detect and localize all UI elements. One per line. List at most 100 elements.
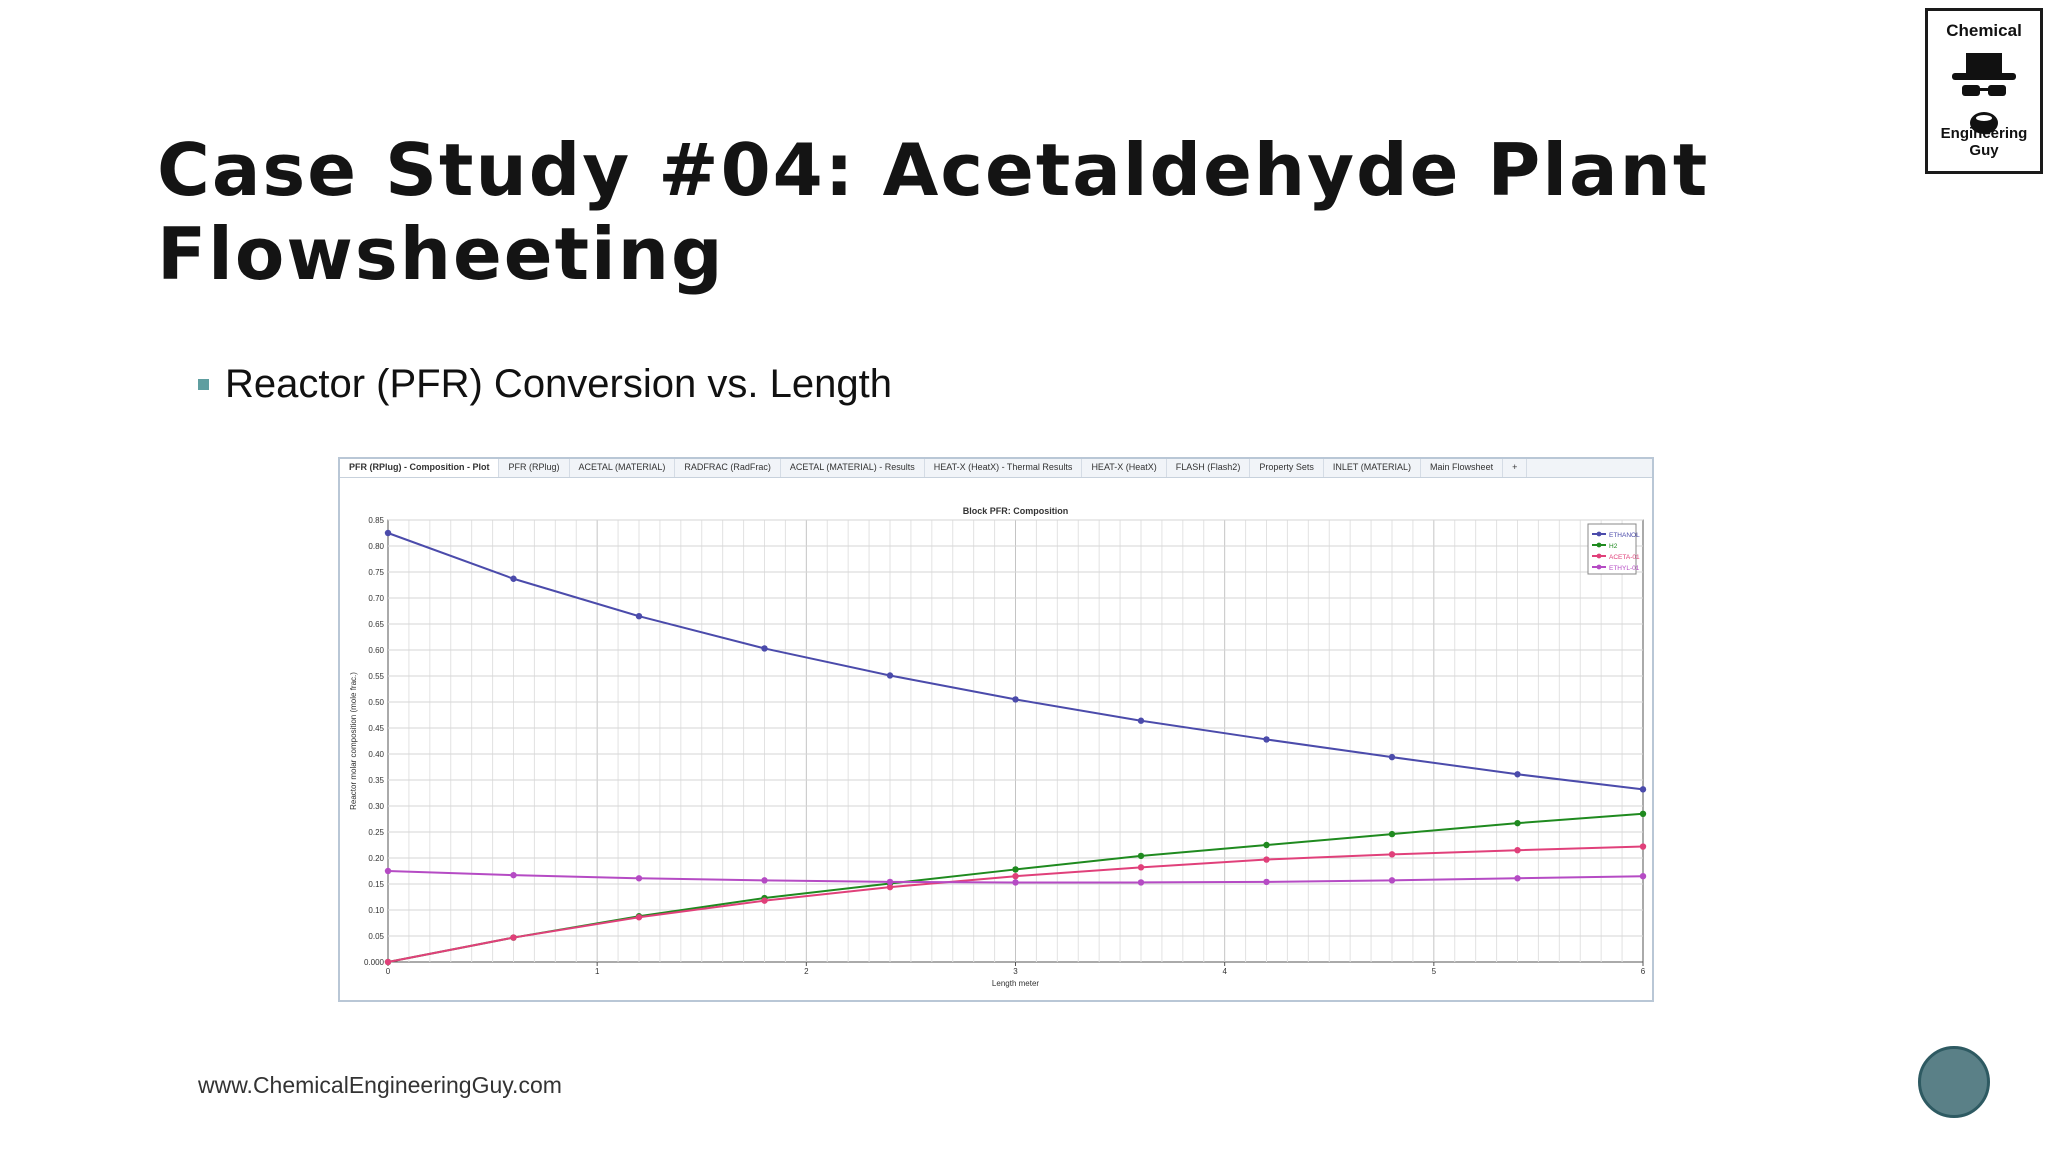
y-tick-label: 0.20 bbox=[368, 854, 384, 863]
logo-bottom-text: Engineering Guy bbox=[1940, 125, 2028, 159]
data-point bbox=[1639, 810, 1647, 817]
tab-pfr-composition-plot[interactable]: PFR (RPlug) - Composition - Plot bbox=[340, 459, 500, 477]
aspen-plot-screenshot: PFR (RPlug) - Composition - Plot PFR (RP… bbox=[338, 457, 1654, 1002]
y-tick-label: 0.25 bbox=[368, 828, 384, 837]
data-point bbox=[1263, 736, 1270, 743]
legend-marker bbox=[1596, 531, 1602, 537]
tab-pfr-rplug[interactable]: PFR (RPlug) bbox=[499, 459, 570, 477]
data-point bbox=[1639, 873, 1647, 880]
data-point bbox=[1388, 851, 1396, 858]
tab-bar: PFR (RPlug) - Composition - Plot PFR (RP… bbox=[340, 459, 1652, 478]
composition-plot: 0.000 0.05 0.10 0.15 0.20 0.25 0.30 0.35 0.40 0.4… bbox=[349, 506, 1647, 988]
y-tick-label: 0.60 bbox=[368, 646, 384, 655]
x-tick-label: 3 bbox=[1013, 967, 1018, 976]
x-tick-label: 6 bbox=[1641, 967, 1646, 976]
data-point bbox=[510, 934, 517, 941]
tab-acetal-results[interactable]: ACETAL (MATERIAL) - Results bbox=[781, 459, 925, 477]
slide-title-line-1: Case Study #04: Acetaldehyde Plant bbox=[157, 128, 1710, 212]
legend-label: ACETA-01 bbox=[1609, 554, 1640, 561]
data-point bbox=[1263, 878, 1270, 886]
tab-inlet-material[interactable]: INLET (MATERIAL) bbox=[1324, 459, 1422, 477]
data-point bbox=[1514, 771, 1521, 778]
data-point bbox=[886, 672, 894, 679]
data-point bbox=[1639, 843, 1647, 850]
data-point bbox=[1137, 879, 1145, 886]
bullet-item: Reactor (PFR) Conversion vs. Length bbox=[198, 362, 892, 407]
legend-marker bbox=[1596, 564, 1602, 570]
y-tick-label: 0.05 bbox=[368, 932, 384, 941]
data-point bbox=[886, 883, 894, 891]
tab-add-button[interactable]: + bbox=[1503, 459, 1528, 477]
data-point bbox=[1012, 866, 1019, 873]
y-tick-label: 0.50 bbox=[368, 698, 384, 707]
legend-label: ETHANOL bbox=[1609, 532, 1640, 539]
footer-url: www.ChemicalEngineeringGuy.com bbox=[198, 1072, 562, 1098]
data-point bbox=[635, 914, 643, 921]
data-point bbox=[1012, 879, 1019, 886]
slide-title: Case Study #04: Acetaldehyde Plant Flows… bbox=[157, 128, 1757, 296]
data-point bbox=[384, 867, 392, 875]
data-point bbox=[1514, 819, 1521, 827]
data-point bbox=[1514, 847, 1521, 854]
legend-box bbox=[1587, 523, 1637, 575]
tab-acetal-material[interactable]: ACETAL (MATERIAL) bbox=[570, 459, 676, 477]
x-tick-label: 0 bbox=[386, 967, 391, 976]
page-number-badge bbox=[1918, 1046, 1990, 1118]
y-axis-label: Reactor molar composition (mole frac.) bbox=[349, 672, 358, 810]
legend-marker bbox=[1596, 542, 1602, 548]
data-point bbox=[1137, 717, 1145, 724]
data-point bbox=[510, 575, 517, 582]
data-point bbox=[384, 529, 392, 537]
data-point bbox=[1388, 830, 1396, 838]
data-point bbox=[1263, 841, 1270, 849]
bullet-text: Reactor (PFR) Conversion vs. Length bbox=[225, 362, 892, 406]
data-point bbox=[1012, 873, 1019, 880]
y-tick-label: 0.75 bbox=[368, 568, 384, 577]
tab-heatx[interactable]: HEAT-X (HeatX) bbox=[1082, 459, 1167, 477]
y-tick-label: 0.85 bbox=[368, 516, 384, 525]
y-tick-label: 0.000 bbox=[364, 958, 385, 967]
data-point bbox=[886, 878, 894, 886]
chart-title: Block PFR: Composition bbox=[963, 506, 1069, 516]
y-tick-label: 0.55 bbox=[368, 672, 384, 681]
hat-face-icon bbox=[1952, 53, 2016, 134]
logo-top-text: Chemical bbox=[1946, 21, 2022, 40]
data-point bbox=[761, 877, 768, 884]
x-tick-label: 5 bbox=[1432, 967, 1437, 976]
tab-property-sets[interactable]: Property Sets bbox=[1250, 459, 1324, 477]
data-point bbox=[635, 613, 643, 620]
bullet-marker bbox=[198, 379, 209, 390]
data-point bbox=[1012, 696, 1019, 703]
x-axis-label: Length meter bbox=[992, 979, 1039, 988]
tab-radfrac[interactable]: RADFRAC (RadFrac) bbox=[675, 459, 781, 477]
legend-label: H2 bbox=[1609, 543, 1618, 550]
data-point bbox=[1263, 856, 1270, 863]
tab-main-flowsheet[interactable]: Main Flowsheet bbox=[1421, 459, 1504, 477]
tab-flash[interactable]: FLASH (Flash2) bbox=[1167, 459, 1251, 477]
x-tick-label: 2 bbox=[804, 967, 809, 976]
data-point bbox=[1639, 786, 1647, 793]
y-tick-label: 0.80 bbox=[368, 542, 384, 551]
data-point bbox=[761, 645, 768, 652]
chemical-engineering-guy-logo: Chemical Engineering Guy bbox=[1925, 8, 2043, 174]
y-tick-label: 0.70 bbox=[368, 594, 384, 603]
data-point bbox=[1388, 877, 1396, 884]
data-point bbox=[635, 875, 643, 882]
x-tick-label: 4 bbox=[1222, 967, 1227, 976]
tab-heatx-thermal-results[interactable]: HEAT-X (HeatX) - Thermal Results bbox=[925, 459, 1083, 477]
legend-marker bbox=[1596, 553, 1602, 559]
data-point bbox=[761, 897, 768, 904]
data-point bbox=[384, 958, 392, 966]
data-point bbox=[1514, 875, 1521, 882]
y-tick-label: 0.15 bbox=[368, 880, 384, 889]
data-point bbox=[1137, 852, 1145, 860]
y-tick-label: 0.40 bbox=[368, 750, 384, 759]
y-tick-label: 0.65 bbox=[368, 620, 384, 629]
y-tick-label: 0.30 bbox=[368, 802, 384, 811]
data-point bbox=[1137, 864, 1145, 871]
y-tick-label: 0.10 bbox=[368, 906, 384, 915]
legend-label: ETHYL-01 bbox=[1609, 565, 1640, 572]
data-point bbox=[510, 871, 517, 879]
y-tick-label: 0.35 bbox=[368, 776, 384, 785]
x-tick-label: 1 bbox=[595, 967, 600, 976]
